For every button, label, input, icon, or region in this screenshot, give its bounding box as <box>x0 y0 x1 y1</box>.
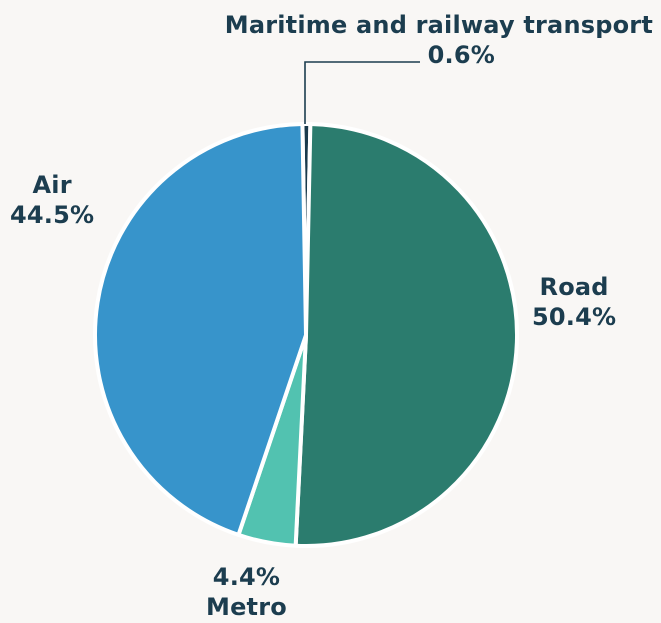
label-maritime-name: Maritime and railway transport <box>224 11 653 39</box>
slice-road <box>293 122 519 548</box>
label-maritime: Maritime and railway transport 0.6% <box>225 10 653 70</box>
slice-air <box>93 122 308 537</box>
label-metro-name: Metro <box>206 593 287 621</box>
label-maritime-value: 0.6% <box>427 41 495 69</box>
label-metro: 4.4% Metro <box>206 562 287 622</box>
label-metro-value: 4.4% <box>212 563 281 591</box>
label-air-value: 44.5% <box>10 201 95 229</box>
label-air-name: Air <box>32 171 72 199</box>
label-road-value: 50.4% <box>532 303 617 331</box>
label-air: Air 44.5% <box>10 170 94 230</box>
pie-slices <box>93 122 519 548</box>
label-road-name: Road <box>539 273 609 301</box>
leader-line-maritime <box>304 61 420 124</box>
label-road: Road 50.4% <box>532 272 616 332</box>
